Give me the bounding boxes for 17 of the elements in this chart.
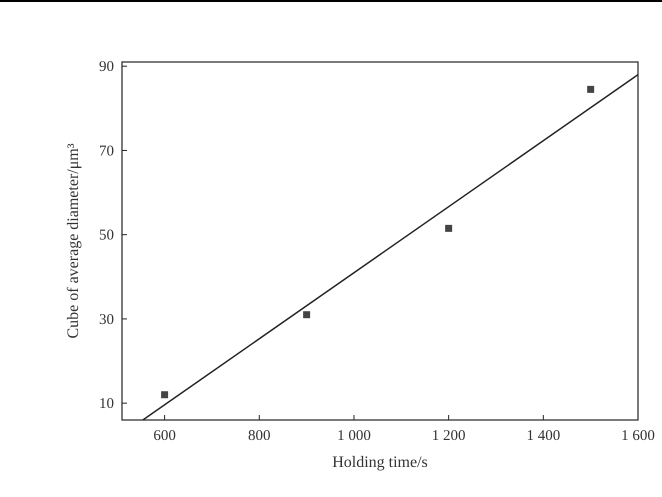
point xyxy=(161,391,168,398)
x-tick-label: 1 200 xyxy=(432,428,466,444)
x-axis-title: Holding time/s xyxy=(332,454,428,471)
y-tick-label: 70 xyxy=(99,143,114,160)
x-tick-label: 1 600 xyxy=(621,428,655,444)
y-tick-label: 30 xyxy=(99,312,114,328)
y-tick-label: 10 xyxy=(99,396,114,412)
x-tick-label: 600 xyxy=(153,428,176,444)
y-tick-label: 90 xyxy=(99,59,114,76)
y-axis-title: Cube of average diameter/μm³ xyxy=(65,143,82,339)
x-tick-label: 1 000 xyxy=(337,428,371,444)
x-tick-label: 1 400 xyxy=(526,428,560,444)
y-tick-label: 50 xyxy=(99,228,114,244)
point xyxy=(587,86,594,93)
point xyxy=(445,224,452,232)
point xyxy=(303,311,310,318)
x-tick-label: 800 xyxy=(248,428,271,444)
